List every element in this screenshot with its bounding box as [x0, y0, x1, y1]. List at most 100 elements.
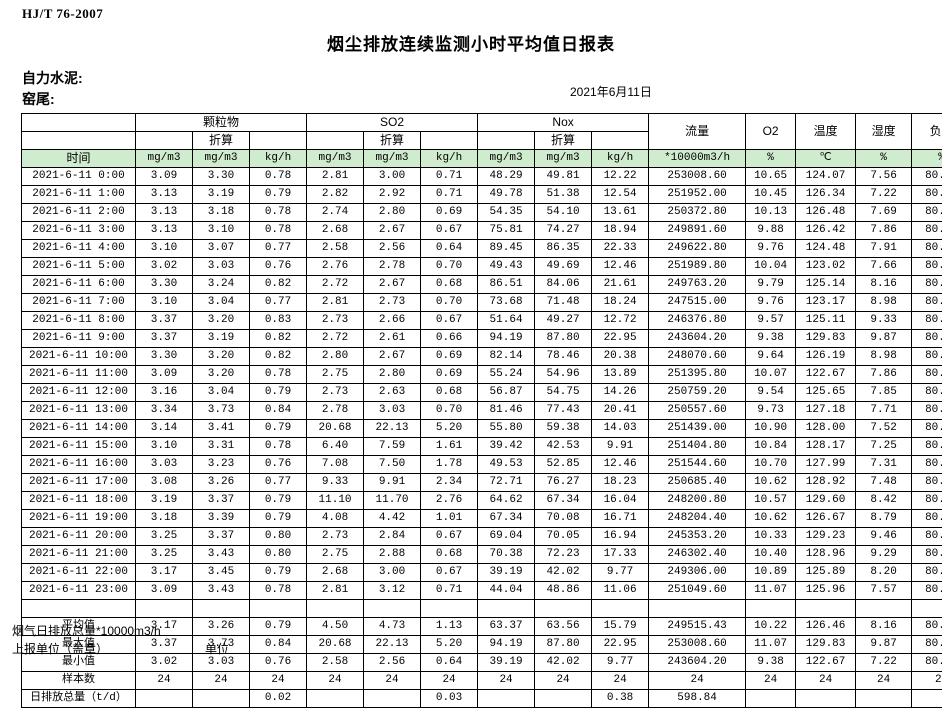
- cell-humidity: 7.22: [856, 186, 912, 204]
- cell-temperature: 129.83: [796, 330, 856, 348]
- cell-nox-kgh: 18.23: [592, 474, 649, 492]
- cell-time: 2021-6-11 15:00: [22, 438, 136, 456]
- cell-so2-kgh: 0.69: [421, 204, 478, 222]
- cell-load: 80.00: [912, 528, 942, 546]
- summary-cell-pm-kgh: 24: [250, 672, 307, 690]
- cell-so2-converted: 2.67: [364, 348, 421, 366]
- cell-nox-converted: 78.46: [535, 348, 592, 366]
- cell-nox-mgm3: 89.45: [478, 240, 535, 258]
- cell-pm-mgm3: 3.25: [136, 546, 193, 564]
- cell-pm-mgm3: 3.17: [136, 564, 193, 582]
- cell-flow: 251952.00: [649, 186, 746, 204]
- cell-o2: 10.07: [746, 366, 796, 384]
- cell-nox-kgh: 18.24: [592, 294, 649, 312]
- cell-so2-mgm3: 2.75: [307, 546, 364, 564]
- cell-nox-kgh: 9.77: [592, 564, 649, 582]
- cell-nox-kgh: 22.33: [592, 240, 649, 258]
- cell-flow: 243604.20: [649, 330, 746, 348]
- cell-nox-converted: 52.85: [535, 456, 592, 474]
- cell-so2-mgm3: 2.75: [307, 366, 364, 384]
- cell-so2-kgh: 1.61: [421, 438, 478, 456]
- cell-so2-kgh: 0.67: [421, 312, 478, 330]
- cell-pm-converted: 3.31: [193, 438, 250, 456]
- cell-nox-kgh: 12.22: [592, 168, 649, 186]
- cell-time: 2021-6-11 1:00: [22, 186, 136, 204]
- cell-o2: 9.76: [746, 240, 796, 258]
- cell-o2: 10.62: [746, 474, 796, 492]
- cell-temperature: 127.18: [796, 402, 856, 420]
- cell-humidity: 7.66: [856, 258, 912, 276]
- daily-total-cell-pm-mgm3: [136, 690, 193, 708]
- cell-nox-mgm3: 49.53: [478, 456, 535, 474]
- cell-flow: 249622.80: [649, 240, 746, 258]
- page-title: 烟尘排放连续监测小时平均值日报表: [0, 30, 942, 55]
- cell-o2: 9.73: [746, 402, 796, 420]
- cell-flow: 246302.40: [649, 546, 746, 564]
- cell-o2: 10.33: [746, 528, 796, 546]
- cell-pm-converted: 3.37: [193, 492, 250, 510]
- daily-total-cell-o2: [746, 690, 796, 708]
- cell-time: 2021-6-11 19:00: [22, 510, 136, 528]
- cell-pm-kgh: 0.82: [250, 276, 307, 294]
- daily-total-cell-load: [912, 690, 942, 708]
- footer-reporting-unit: 上报单位（盖章）: [12, 640, 108, 657]
- summary-cell-pm-kgh: 0.76: [250, 654, 307, 672]
- summary-cell-so2-converted: 22.13: [364, 636, 421, 654]
- cell-flow: 253008.60: [649, 168, 746, 186]
- cell-time: 2021-6-11 2:00: [22, 204, 136, 222]
- daily-total-cell-so2-mgm3: [307, 690, 364, 708]
- cell-humidity: 9.33: [856, 312, 912, 330]
- cell-nox-kgh: 14.03: [592, 420, 649, 438]
- cell-nox-converted: 49.69: [535, 258, 592, 276]
- cell-humidity: 7.91: [856, 240, 912, 258]
- summary-cell-nox-kgh: 24: [592, 672, 649, 690]
- cell-so2-converted: 3.00: [364, 168, 421, 186]
- daily-total-cell-nox-kgh: 0.38: [592, 690, 649, 708]
- cell-pm-mgm3: 3.08: [136, 474, 193, 492]
- daily-total-cell-so2-kgh: 0.03: [421, 690, 478, 708]
- sub-header-so2-blank: [307, 132, 364, 150]
- spacer-cell: [421, 600, 478, 618]
- cell-pm-converted: 3.37: [193, 528, 250, 546]
- cell-so2-mgm3: 2.81: [307, 582, 364, 600]
- cell-flow: 251395.80: [649, 366, 746, 384]
- cell-humidity: 7.57: [856, 582, 912, 600]
- spacer-cell: [746, 600, 796, 618]
- cell-load: 80.00: [912, 258, 942, 276]
- summary-cell-o2: 10.22: [746, 618, 796, 636]
- cell-pm-converted: 3.39: [193, 510, 250, 528]
- unit-header-pm-converted-mgm3: mg/m3: [193, 150, 250, 168]
- cell-flow: 251404.80: [649, 438, 746, 456]
- cell-time: 2021-6-11 0:00: [22, 168, 136, 186]
- cell-pm-converted: 3.45: [193, 564, 250, 582]
- cell-load: 80.00: [912, 168, 942, 186]
- cell-nox-converted: 49.81: [535, 168, 592, 186]
- cell-humidity: 8.98: [856, 294, 912, 312]
- cell-pm-mgm3: 3.09: [136, 582, 193, 600]
- cell-flow: 250557.60: [649, 402, 746, 420]
- cell-nox-kgh: 16.71: [592, 510, 649, 528]
- summary-cell-pm-kgh: 0.84: [250, 636, 307, 654]
- cell-pm-kgh: 0.79: [250, 492, 307, 510]
- group-header-so2: SO2: [307, 114, 478, 132]
- cell-pm-mgm3: 3.09: [136, 366, 193, 384]
- unit-header-nox-converted-mgm3: mg/m3: [535, 150, 592, 168]
- cell-pm-converted: 3.20: [193, 348, 250, 366]
- spacer-cell: [592, 600, 649, 618]
- spacer-cell: [136, 600, 193, 618]
- cell-nox-mgm3: 56.87: [478, 384, 535, 402]
- summary-cell-flow: 253008.60: [649, 636, 746, 654]
- cell-pm-mgm3: 3.13: [136, 204, 193, 222]
- cell-load: 80.00: [912, 420, 942, 438]
- summary-cell-temperature: 129.83: [796, 636, 856, 654]
- summary-cell-temperature: 126.46: [796, 618, 856, 636]
- cell-nox-converted: 49.27: [535, 312, 592, 330]
